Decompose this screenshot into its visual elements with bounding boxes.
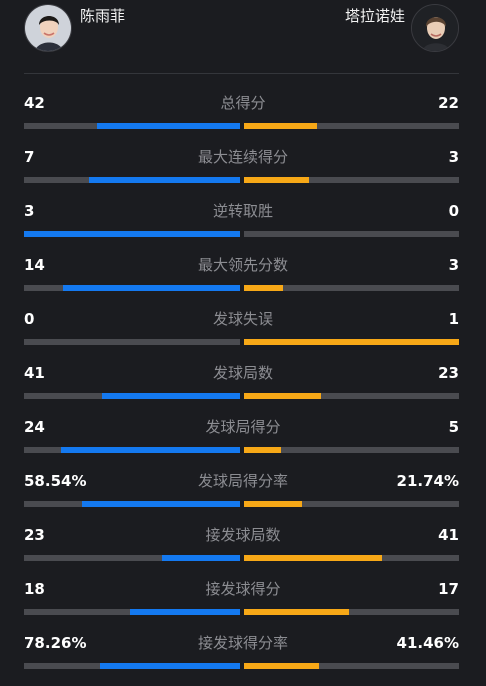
stat-label: 发球局数 xyxy=(212,364,273,382)
stat-label: 总得分 xyxy=(220,94,266,112)
stat-left-value: 7 xyxy=(24,148,35,166)
stat-left-bar-fill xyxy=(82,501,240,507)
stat-right-bar-fill xyxy=(244,663,320,669)
stat-left-value: 23 xyxy=(24,526,45,544)
stat-left-bar-fill xyxy=(24,231,240,237)
stat-label: 发球局得分 xyxy=(205,418,281,436)
stat-left-bar xyxy=(24,393,240,399)
stat-right-bar-fill xyxy=(244,555,382,561)
stat-left-bar-fill xyxy=(162,555,240,561)
stats-list: 总得分 42 22 最大连续得分 7 3 逆转取胜 3 0 最大领先分数 14 3 发球失误 0 1 发球局数… xyxy=(0,92,486,686)
stat-left-value: 18 xyxy=(24,580,45,598)
stat-left-bar-fill xyxy=(129,609,240,615)
stat-left-value: 41 xyxy=(24,364,45,382)
stat-right-bar xyxy=(244,609,459,615)
stat-right-bar-fill xyxy=(244,609,350,615)
stat-label: 接发球得分率 xyxy=(197,634,288,652)
stat-row: 接发球局数 23 41 xyxy=(0,524,486,578)
stat-right-value: 5 xyxy=(448,418,459,436)
stat-right-bar-fill xyxy=(244,285,283,291)
stat-right-value: 21.74% xyxy=(396,472,459,490)
stat-right-value: 23 xyxy=(438,364,459,382)
stat-right-value: 41.46% xyxy=(396,634,459,652)
stat-left-bar xyxy=(24,285,240,291)
stat-right-bar-fill xyxy=(244,447,281,453)
stat-left-value: 58.54% xyxy=(24,472,87,490)
stat-right-bar xyxy=(244,285,459,291)
stat-right-bar xyxy=(244,501,459,507)
stat-left-value: 3 xyxy=(24,202,35,220)
stat-label: 最大连续得分 xyxy=(197,148,288,166)
stat-right-bar xyxy=(244,231,459,237)
stat-left-value: 24 xyxy=(24,418,45,436)
stat-right-bar-fill xyxy=(244,501,303,507)
stat-row: 接发球得分率 78.26% 41.46% xyxy=(0,632,486,686)
stat-row: 最大领先分数 14 3 xyxy=(0,254,486,308)
stat-right-value: 3 xyxy=(448,148,459,166)
stat-label: 发球局得分率 xyxy=(197,472,288,490)
stat-right-bar-fill xyxy=(244,393,322,399)
stat-row: 发球局得分 24 5 xyxy=(0,416,486,470)
stat-right-bar xyxy=(244,177,459,183)
stat-label: 逆转取胜 xyxy=(212,202,273,220)
stat-left-bar-fill xyxy=(101,393,240,399)
stat-left-bar xyxy=(24,177,240,183)
stat-left-value: 42 xyxy=(24,94,45,112)
stat-row: 接发球得分 18 17 xyxy=(0,578,486,632)
stat-right-bar-fill xyxy=(244,123,318,129)
player-left-avatar[interactable] xyxy=(24,4,72,52)
stat-right-bar xyxy=(244,663,459,669)
stat-right-value: 3 xyxy=(448,256,459,274)
stat-label: 接发球局数 xyxy=(205,526,281,544)
stat-left-bar-fill xyxy=(60,447,240,453)
stat-right-bar xyxy=(244,555,459,561)
stat-left-bar xyxy=(24,447,240,453)
stat-left-bar-fill xyxy=(62,285,240,291)
stat-left-bar xyxy=(24,609,240,615)
player-right-avatar[interactable] xyxy=(411,4,459,52)
stat-left-bar-fill xyxy=(97,123,240,129)
stat-right-bar xyxy=(244,447,459,453)
stat-right-value: 0 xyxy=(448,202,459,220)
stat-right-value: 22 xyxy=(438,94,459,112)
stat-left-bar xyxy=(24,663,240,669)
stat-left-value: 0 xyxy=(24,310,35,328)
stat-row: 发球失误 0 1 xyxy=(0,308,486,362)
stat-left-bar-fill xyxy=(88,177,240,183)
match-header: 陈雨菲 塔拉诺娃 xyxy=(0,0,486,60)
stat-row: 发球局得分率 58.54% 21.74% xyxy=(0,470,486,524)
stat-left-bar xyxy=(24,555,240,561)
player-left-name: 陈雨菲 xyxy=(80,7,126,25)
stat-row: 最大连续得分 7 3 xyxy=(0,146,486,200)
player-right-name: 塔拉诺娃 xyxy=(344,7,405,25)
stat-right-bar xyxy=(244,339,459,345)
player-right[interactable]: 塔拉诺娃 xyxy=(345,4,459,52)
stat-label: 最大领先分数 xyxy=(197,256,288,274)
stat-label: 发球失误 xyxy=(212,310,273,328)
stat-right-value: 1 xyxy=(448,310,459,328)
stat-right-value: 41 xyxy=(438,526,459,544)
stat-left-bar xyxy=(24,123,240,129)
stat-right-value: 17 xyxy=(438,580,459,598)
stat-row: 逆转取胜 3 0 xyxy=(0,200,486,254)
stat-left-bar xyxy=(24,339,240,345)
stat-left-value: 78.26% xyxy=(24,634,87,652)
stat-left-bar-fill xyxy=(99,663,240,669)
stat-right-bar-fill xyxy=(244,177,309,183)
header-divider xyxy=(24,73,459,74)
stat-row: 发球局数 41 23 xyxy=(0,362,486,416)
stat-label: 接发球得分 xyxy=(205,580,281,598)
stat-right-bar-fill xyxy=(244,339,459,345)
stat-left-bar xyxy=(24,231,240,237)
player-left[interactable]: 陈雨菲 xyxy=(24,4,125,52)
stat-right-bar xyxy=(244,393,459,399)
stat-left-bar xyxy=(24,501,240,507)
stat-row: 总得分 42 22 xyxy=(0,92,486,146)
stat-right-bar xyxy=(244,123,459,129)
stat-left-value: 14 xyxy=(24,256,45,274)
